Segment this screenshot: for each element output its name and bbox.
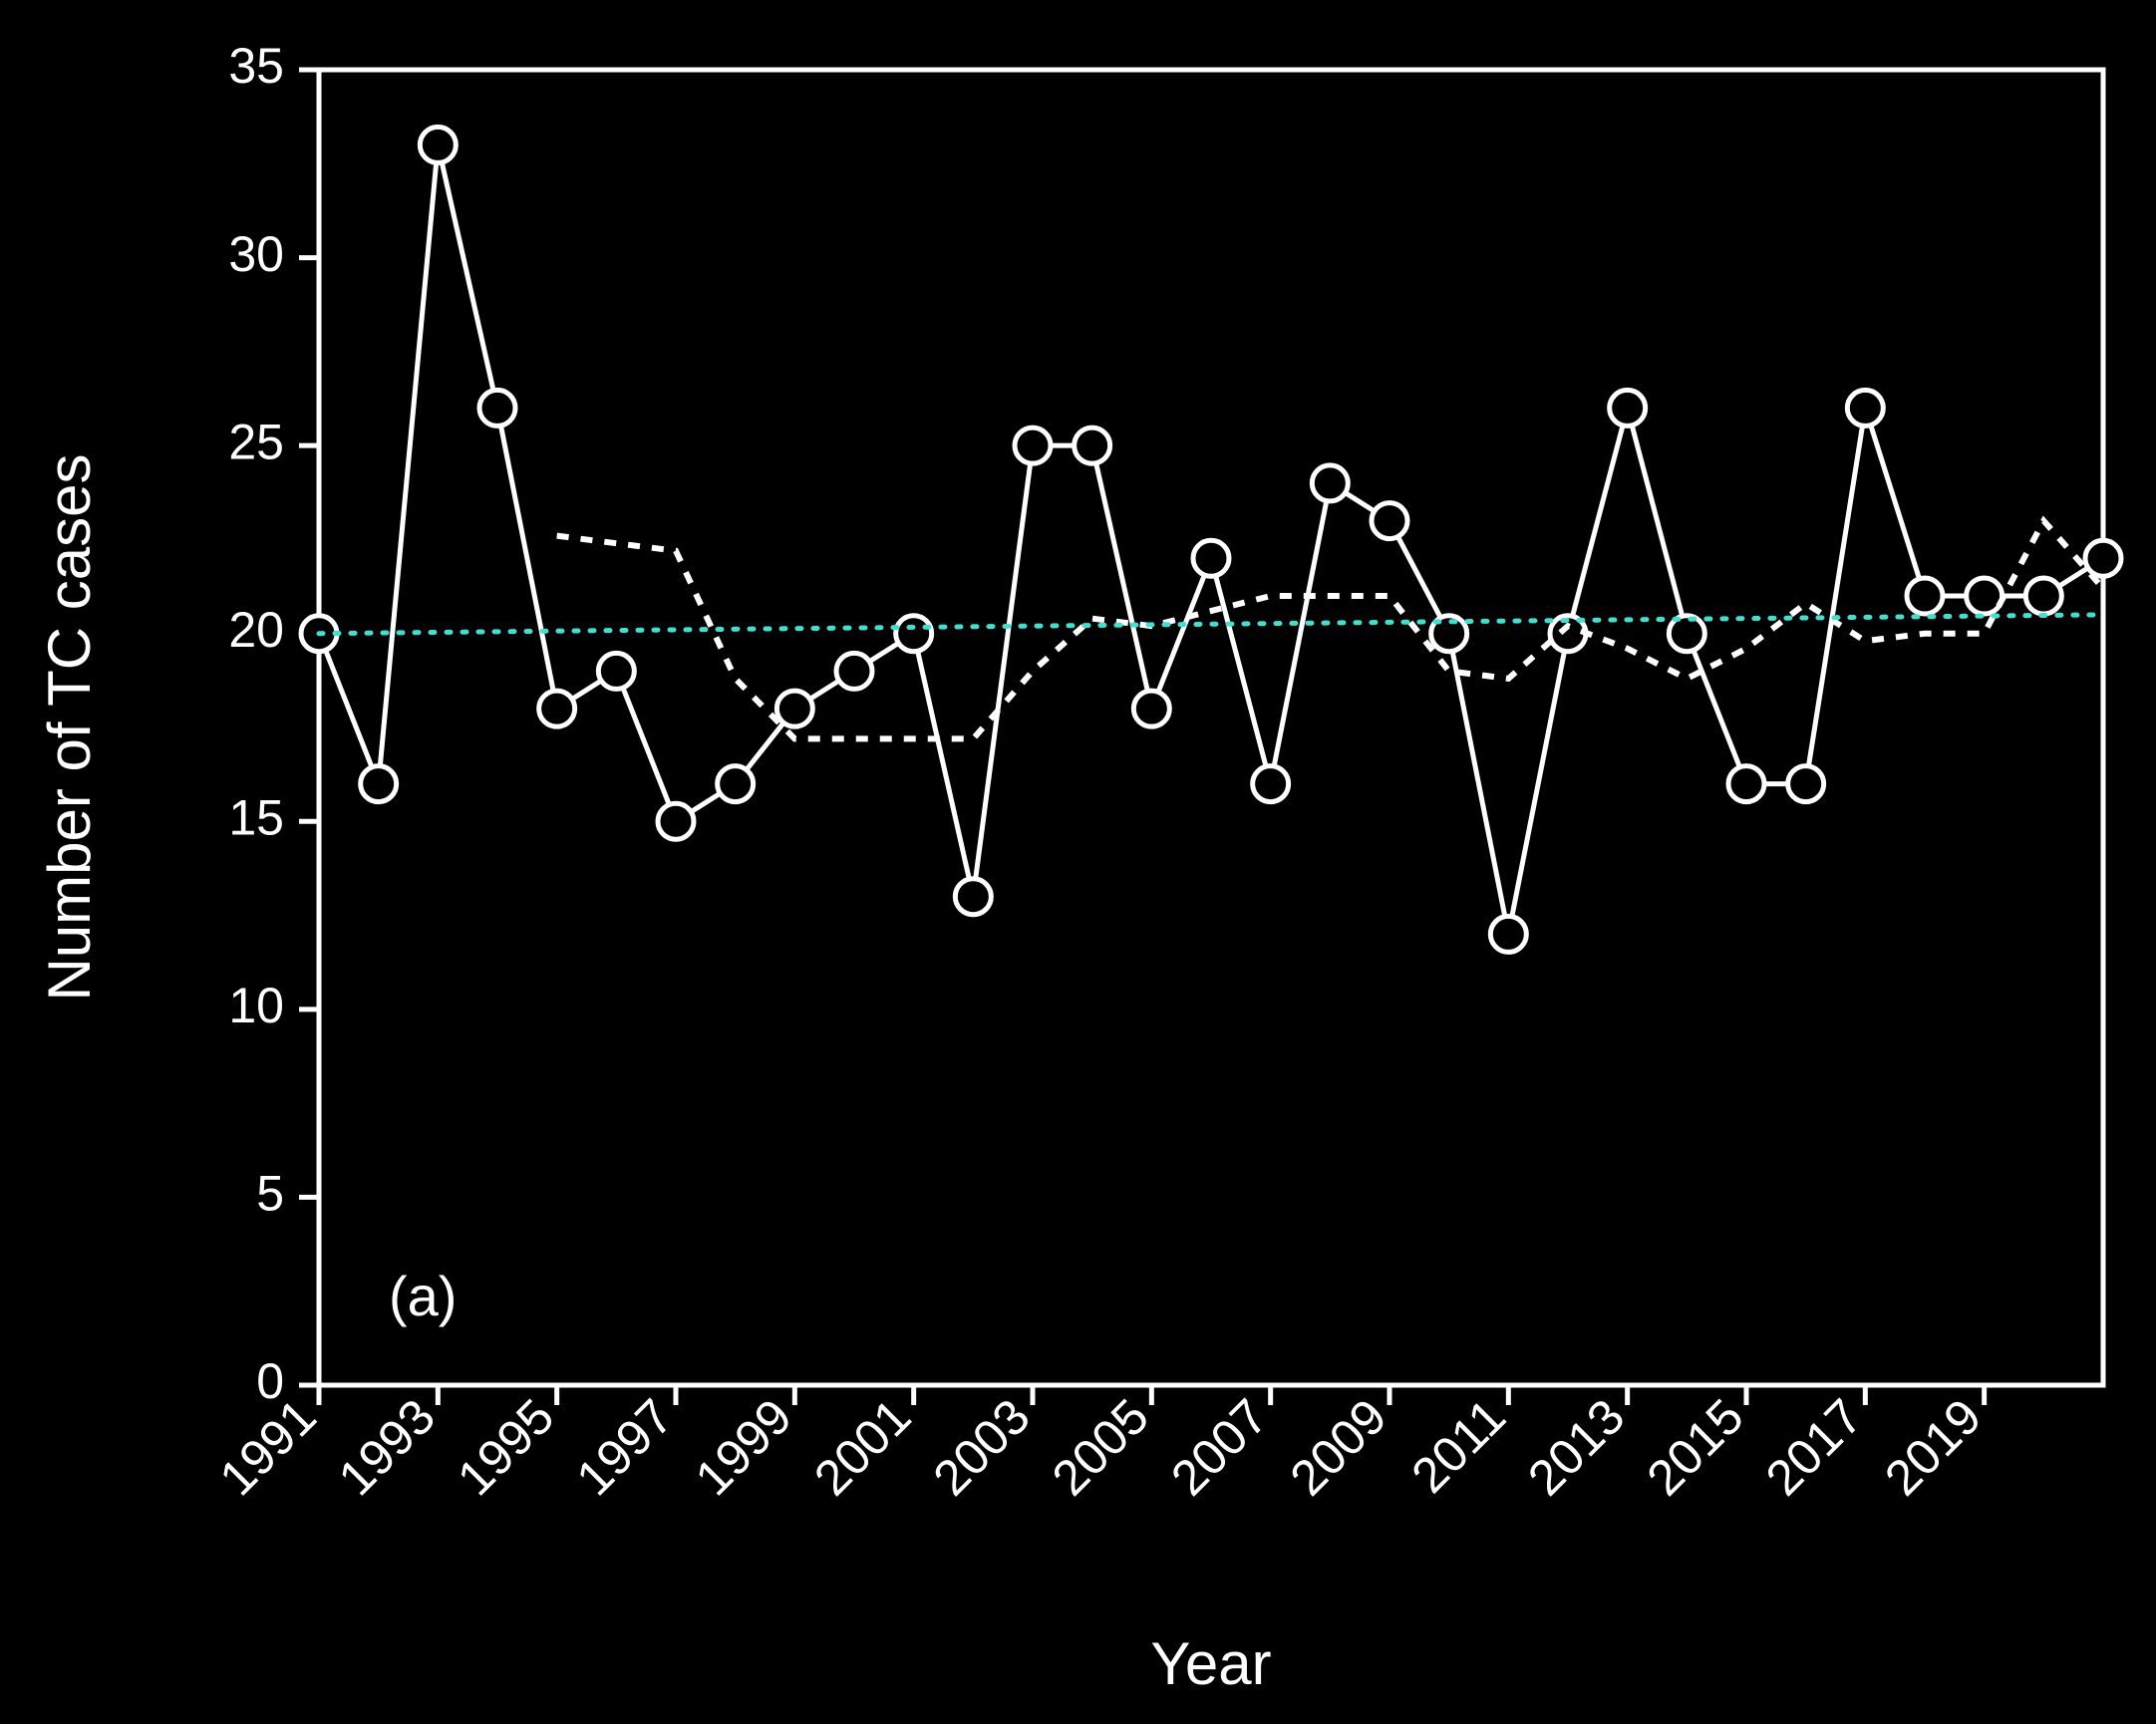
marker-tc_cases: [1075, 428, 1110, 463]
marker-tc_cases: [479, 390, 515, 426]
marker-tc_cases: [1490, 916, 1526, 952]
marker-tc_cases: [539, 691, 575, 726]
marker-tc_cases: [1372, 503, 1407, 539]
marker-tc_cases: [1788, 766, 1824, 802]
marker-tc_cases: [361, 766, 397, 802]
x-axis-label: Year: [1150, 1630, 1271, 1697]
marker-tc_cases: [1253, 766, 1289, 802]
marker-tc_cases: [836, 653, 872, 689]
y-tick-label: 30: [228, 226, 284, 282]
marker-tc_cases: [776, 691, 812, 726]
y-tick-label: 20: [228, 602, 284, 658]
marker-tc_cases: [420, 127, 456, 162]
marker-tc_cases: [598, 653, 634, 689]
marker-tc_cases: [1133, 691, 1169, 726]
y-tick-label: 25: [228, 414, 284, 469]
chart-container: 0510152025303519911993199519971999200120…: [0, 0, 2156, 1724]
y-tick-label: 15: [228, 789, 284, 845]
marker-tc_cases: [1015, 428, 1051, 463]
marker-tc_cases: [2085, 540, 2121, 576]
marker-tc_cases: [1967, 578, 2002, 614]
line-chart: 0510152025303519911993199519971999200120…: [0, 0, 2156, 1724]
marker-tc_cases: [1610, 390, 1646, 426]
marker-tc_cases: [1193, 540, 1229, 576]
marker-tc_cases: [2025, 578, 2061, 614]
y-axis-label: Number of TC cases: [36, 453, 103, 1001]
panel-label: (a): [389, 1265, 457, 1327]
y-tick-label: 10: [228, 978, 284, 1033]
marker-tc_cases: [1847, 390, 1883, 426]
marker-tc_cases: [1728, 766, 1764, 802]
marker-tc_cases: [1312, 465, 1348, 501]
marker-tc_cases: [658, 803, 694, 839]
marker-tc_cases: [1907, 578, 1943, 614]
marker-tc_cases: [896, 616, 932, 652]
y-tick-label: 5: [256, 1166, 284, 1222]
marker-tc_cases: [718, 766, 754, 802]
marker-tc_cases: [955, 879, 991, 915]
y-tick-label: 35: [228, 38, 284, 94]
